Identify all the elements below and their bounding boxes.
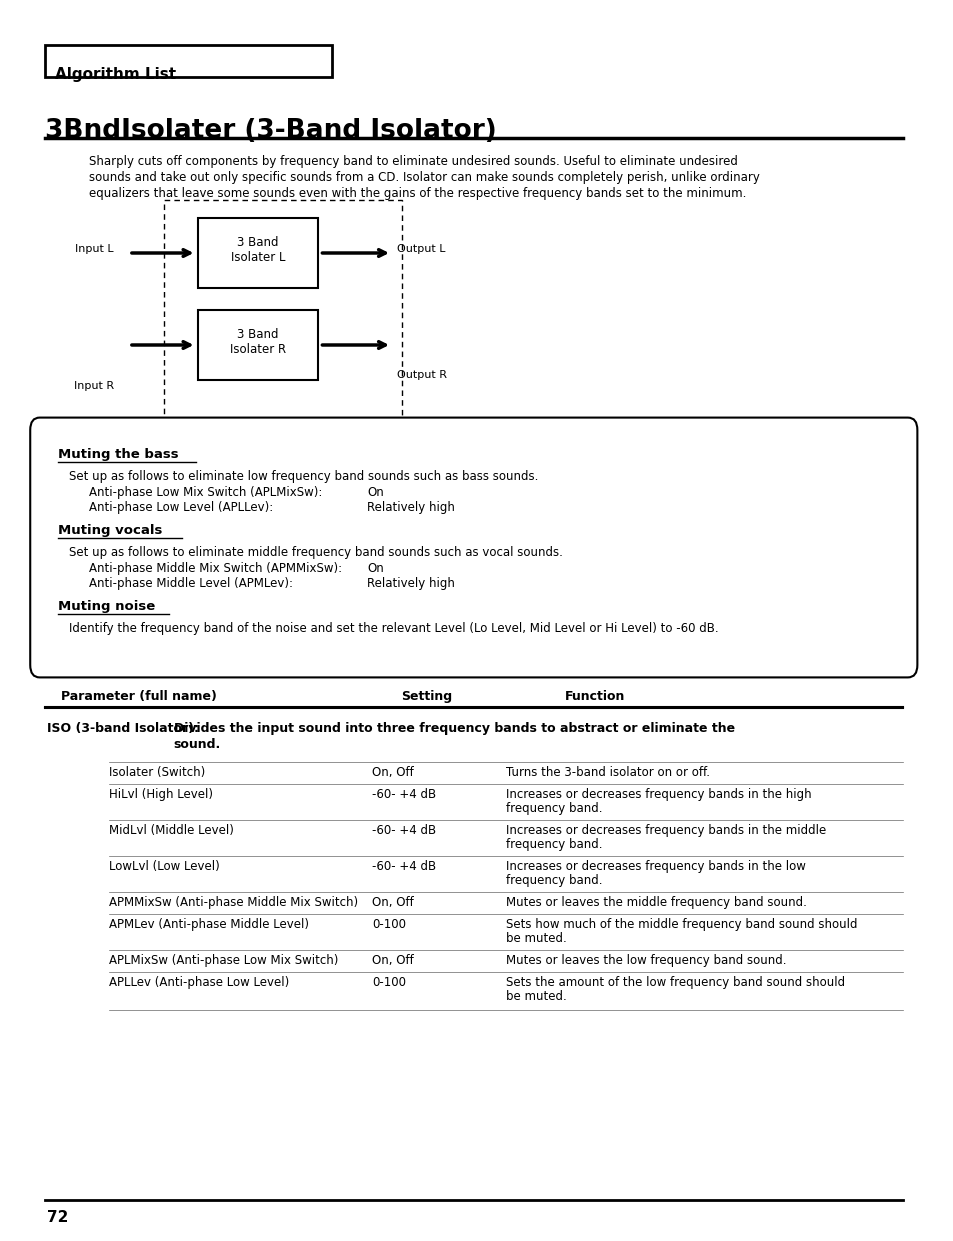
Text: frequency band.: frequency band. — [505, 874, 602, 887]
Text: frequency band.: frequency band. — [505, 838, 602, 851]
Text: APLMixSw (Anti-phase Low Mix Switch): APLMixSw (Anti-phase Low Mix Switch) — [109, 954, 338, 967]
Text: Input L: Input L — [75, 244, 114, 254]
Text: be muted.: be muted. — [505, 932, 566, 944]
Text: Mutes or leaves the middle frequency band sound.: Mutes or leaves the middle frequency ban… — [505, 896, 806, 908]
Text: -60- +4 dB: -60- +4 dB — [372, 860, 436, 872]
Text: On, Off: On, Off — [372, 896, 414, 908]
Text: Anti-phase Low Mix Switch (APLMixSw):: Anti-phase Low Mix Switch (APLMixSw): — [90, 486, 322, 499]
Text: Parameter (full name): Parameter (full name) — [61, 690, 216, 702]
Text: sounds and take out only specific sounds from a CD. Isolator can make sounds com: sounds and take out only specific sounds… — [90, 171, 760, 184]
Text: Isolater (Switch): Isolater (Switch) — [109, 766, 205, 779]
Text: Set up as follows to eliminate low frequency band sounds such as bass sounds.: Set up as follows to eliminate low frequ… — [70, 470, 538, 483]
Text: On: On — [367, 486, 383, 499]
Text: Turns the 3-band isolator on or off.: Turns the 3-band isolator on or off. — [505, 766, 709, 779]
Text: On, Off: On, Off — [372, 766, 414, 779]
Bar — [198, 310, 317, 380]
Text: Function: Function — [564, 690, 625, 702]
Text: Anti-phase Middle Level (APMLev):: Anti-phase Middle Level (APMLev): — [90, 577, 293, 589]
Text: 0-100: 0-100 — [372, 975, 406, 989]
Text: Algorithm List: Algorithm List — [54, 67, 175, 82]
Text: Output L: Output L — [396, 244, 445, 254]
Text: APMLev (Anti-phase Middle Level): APMLev (Anti-phase Middle Level) — [109, 918, 309, 931]
Text: ISO (3-band Isolator):: ISO (3-band Isolator): — [47, 722, 198, 735]
Text: Increases or decreases frequency bands in the low: Increases or decreases frequency bands i… — [505, 860, 805, 872]
Text: 3 Band
Isolater L: 3 Band Isolater L — [231, 236, 285, 264]
Text: Output R: Output R — [396, 370, 446, 380]
Text: be muted.: be muted. — [505, 990, 566, 1003]
Text: LowLvl (Low Level): LowLvl (Low Level) — [109, 860, 219, 872]
Text: Sets how much of the middle frequency band sound should: Sets how much of the middle frequency ba… — [505, 918, 857, 931]
Text: 3BndIsolater (3-Band Isolator): 3BndIsolater (3-Band Isolator) — [45, 118, 496, 144]
Bar — [45, 45, 332, 77]
FancyBboxPatch shape — [30, 417, 917, 678]
Text: APLLev (Anti-phase Low Level): APLLev (Anti-phase Low Level) — [109, 975, 289, 989]
Text: equalizers that leave some sounds even with the gains of the respective frequenc: equalizers that leave some sounds even w… — [90, 187, 746, 200]
Text: 72: 72 — [47, 1210, 68, 1225]
Text: Anti-phase Low Level (APLLev):: Anti-phase Low Level (APLLev): — [90, 501, 274, 514]
Bar — [198, 218, 317, 288]
Text: -60- +4 dB: -60- +4 dB — [372, 788, 436, 800]
Text: sound.: sound. — [173, 738, 221, 751]
Text: On, Off: On, Off — [372, 954, 414, 967]
Text: HiLvl (High Level): HiLvl (High Level) — [109, 788, 213, 800]
Text: MidLvl (Middle Level): MidLvl (Middle Level) — [109, 824, 233, 836]
Text: Relatively high: Relatively high — [367, 501, 455, 514]
Text: Input R: Input R — [74, 381, 114, 391]
Text: 3 Band
Isolater R: 3 Band Isolater R — [230, 328, 286, 356]
Text: Identify the frequency band of the noise and set the relevant Level (Lo Level, M: Identify the frequency band of the noise… — [70, 622, 719, 635]
Text: Sets the amount of the low frequency band sound should: Sets the amount of the low frequency ban… — [505, 975, 844, 989]
Text: On: On — [367, 562, 383, 575]
Bar — [164, 200, 401, 419]
Text: frequency band.: frequency band. — [505, 802, 602, 815]
Text: Muting vocals: Muting vocals — [57, 524, 162, 537]
Text: Increases or decreases frequency bands in the middle: Increases or decreases frequency bands i… — [505, 824, 825, 836]
Text: APMMixSw (Anti-phase Middle Mix Switch): APMMixSw (Anti-phase Middle Mix Switch) — [109, 896, 358, 908]
Text: Divides the input sound into three frequency bands to abstract or eliminate the: Divides the input sound into three frequ… — [173, 722, 734, 735]
Text: Anti-phase Middle Mix Switch (APMMixSw):: Anti-phase Middle Mix Switch (APMMixSw): — [90, 562, 342, 575]
Text: Increases or decreases frequency bands in the high: Increases or decreases frequency bands i… — [505, 788, 811, 800]
Text: 0-100: 0-100 — [372, 918, 406, 931]
Text: Mutes or leaves the low frequency band sound.: Mutes or leaves the low frequency band s… — [505, 954, 785, 967]
Text: Set up as follows to eliminate middle frequency band sounds such as vocal sounds: Set up as follows to eliminate middle fr… — [70, 546, 562, 558]
Text: Relatively high: Relatively high — [367, 577, 455, 589]
Text: Muting noise: Muting noise — [57, 599, 154, 613]
Text: -60- +4 dB: -60- +4 dB — [372, 824, 436, 836]
Text: Sharply cuts off components by frequency band to eliminate undesired sounds. Use: Sharply cuts off components by frequency… — [90, 155, 738, 168]
Text: Setting: Setting — [400, 690, 452, 702]
Text: Muting the bass: Muting the bass — [57, 448, 178, 460]
